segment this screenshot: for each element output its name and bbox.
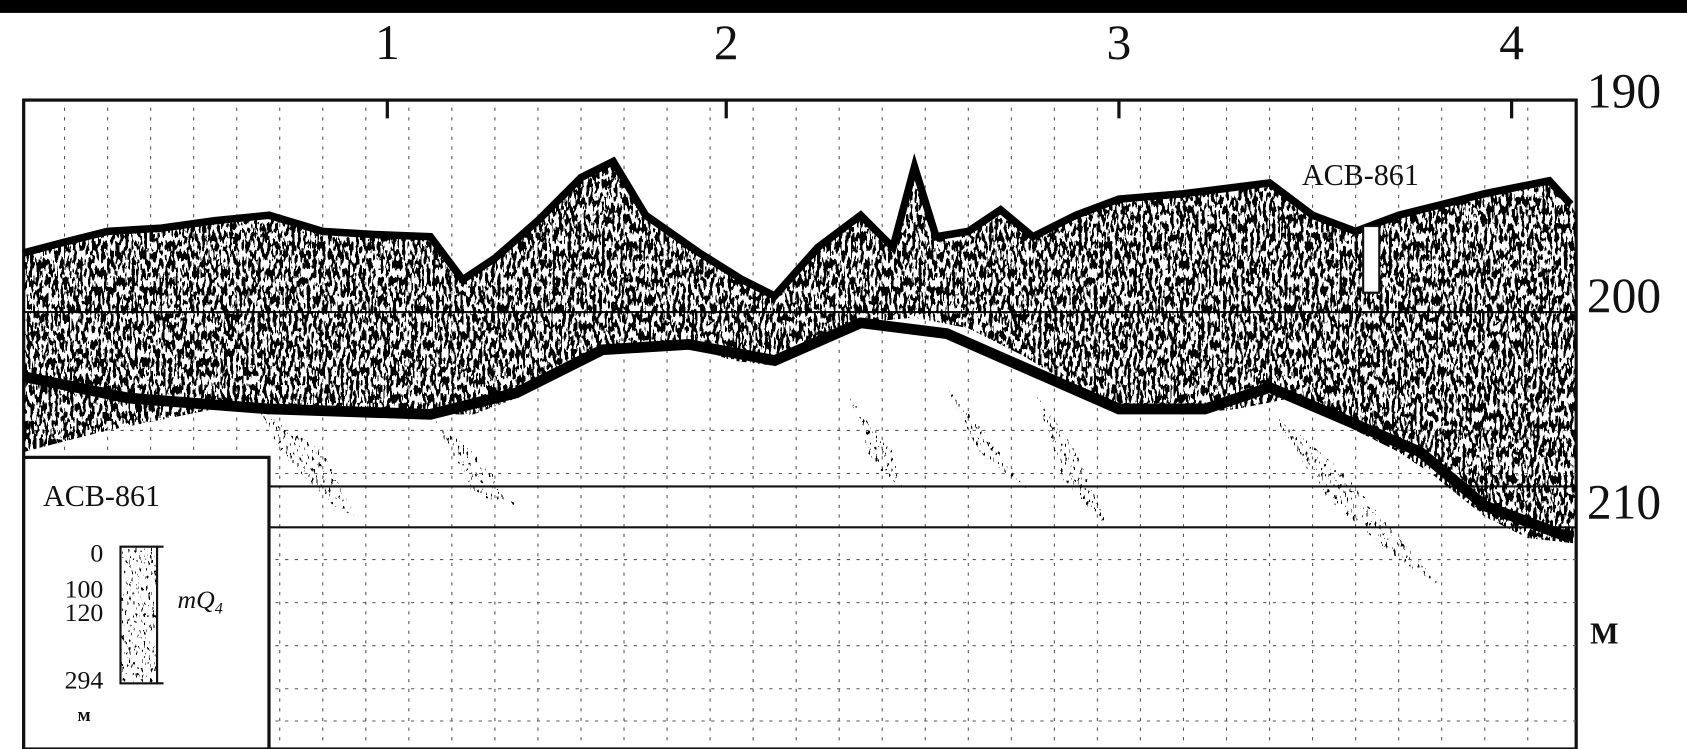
depth-unit: M <box>1590 617 1618 651</box>
legend-depths: 0 100 120 294 <box>65 539 104 695</box>
profile-mark: 1 <box>375 15 400 70</box>
unit-label: mQ4 <box>178 585 223 617</box>
core-location <box>1362 224 1381 294</box>
legend-depth: 294 <box>65 666 104 695</box>
mark-ticks <box>385 100 1514 119</box>
record-grid <box>23 107 1577 743</box>
depth-tick-label: 190 <box>1587 64 1661 119</box>
legend-title: ACB-861 <box>43 479 160 513</box>
legend-depth: 120 <box>65 598 104 627</box>
profile-mark: 4 <box>1499 15 1524 70</box>
legend-depth: 0 <box>90 539 103 568</box>
depth-tick-label: 210 <box>1587 475 1661 530</box>
profile-mark: 2 <box>714 15 739 70</box>
profile-marks: 1 2 3 4 <box>375 15 1524 70</box>
main-reflector <box>22 317 1573 544</box>
core-column-fill <box>121 547 157 683</box>
profile-mark: 3 <box>1107 15 1132 70</box>
depth-tick-label: 200 <box>1587 268 1661 323</box>
profile-frame <box>22 98 1578 749</box>
diffraction-tails <box>258 387 1442 587</box>
depth-scale: 190 200 210 <box>1587 64 1661 530</box>
legend-depth: 100 <box>65 574 104 603</box>
seabed-surface <box>22 153 1574 301</box>
unit-label-subscript: 4 <box>215 600 223 617</box>
unit-label-text: mQ <box>178 585 216 614</box>
column-ends <box>157 545 164 685</box>
legend-depth-unit: м <box>77 705 90 726</box>
core-label: ACB-861 <box>1302 158 1419 192</box>
